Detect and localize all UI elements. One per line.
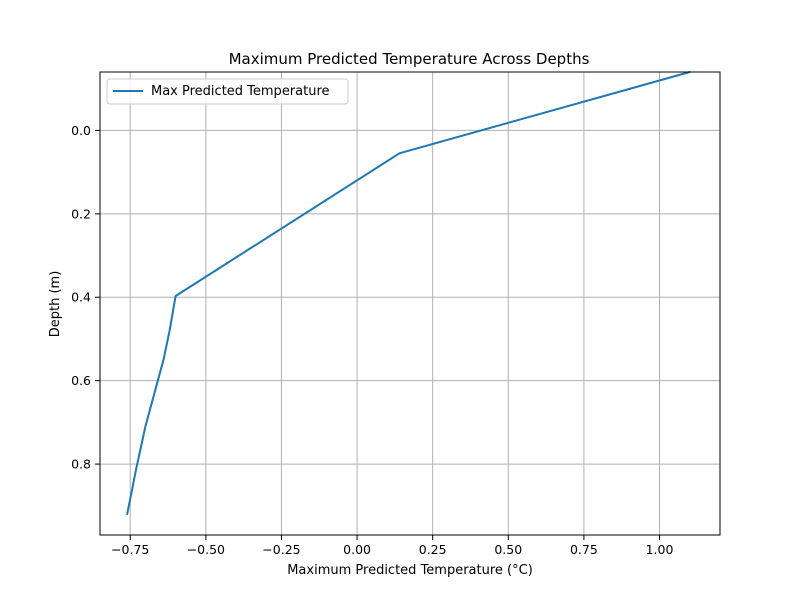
y-tick-label: 0.8: [71, 457, 91, 472]
grid-layer: [100, 72, 720, 535]
series-layer: [126, 71, 691, 516]
x-tick-label: 0.75: [570, 542, 598, 557]
y-tick-label: 0.6: [71, 373, 91, 388]
x-axis-label: Maximum Predicted Temperature (°C): [287, 563, 533, 578]
legend-box: [106, 78, 349, 105]
legend-entry-label: Max Predicted Temperature: [151, 84, 330, 99]
series-line-max-predicted-temperature: [126, 71, 691, 516]
x-tick-label: −0.25: [262, 542, 300, 557]
chart-title: Maximum Predicted Temperature Across Dep…: [229, 50, 590, 68]
x-tick-label: −0.75: [111, 542, 149, 557]
y-axis-ticks: 0.0 0.2 0.4 0.6 0.8: [71, 123, 100, 472]
x-tick-label: 0.25: [419, 542, 447, 557]
legend: Max Predicted Temperature: [106, 78, 349, 105]
x-tick-label: 0.00: [343, 542, 371, 557]
x-axis-ticks: −0.75 −0.50 −0.25 0.00 0.25 0.50 0.75 1.00: [111, 535, 673, 557]
y-tick-label: 0.2: [71, 206, 91, 221]
x-tick-label: 1.00: [646, 542, 674, 557]
y-axis-label: Depth (m): [48, 271, 63, 338]
plot-frame: [99, 71, 721, 536]
x-tick-label: −0.50: [187, 542, 225, 557]
y-tick-label: 0.4: [71, 290, 91, 305]
x-tick-label: 0.50: [494, 542, 522, 557]
y-tick-label: 0.0: [71, 123, 91, 138]
